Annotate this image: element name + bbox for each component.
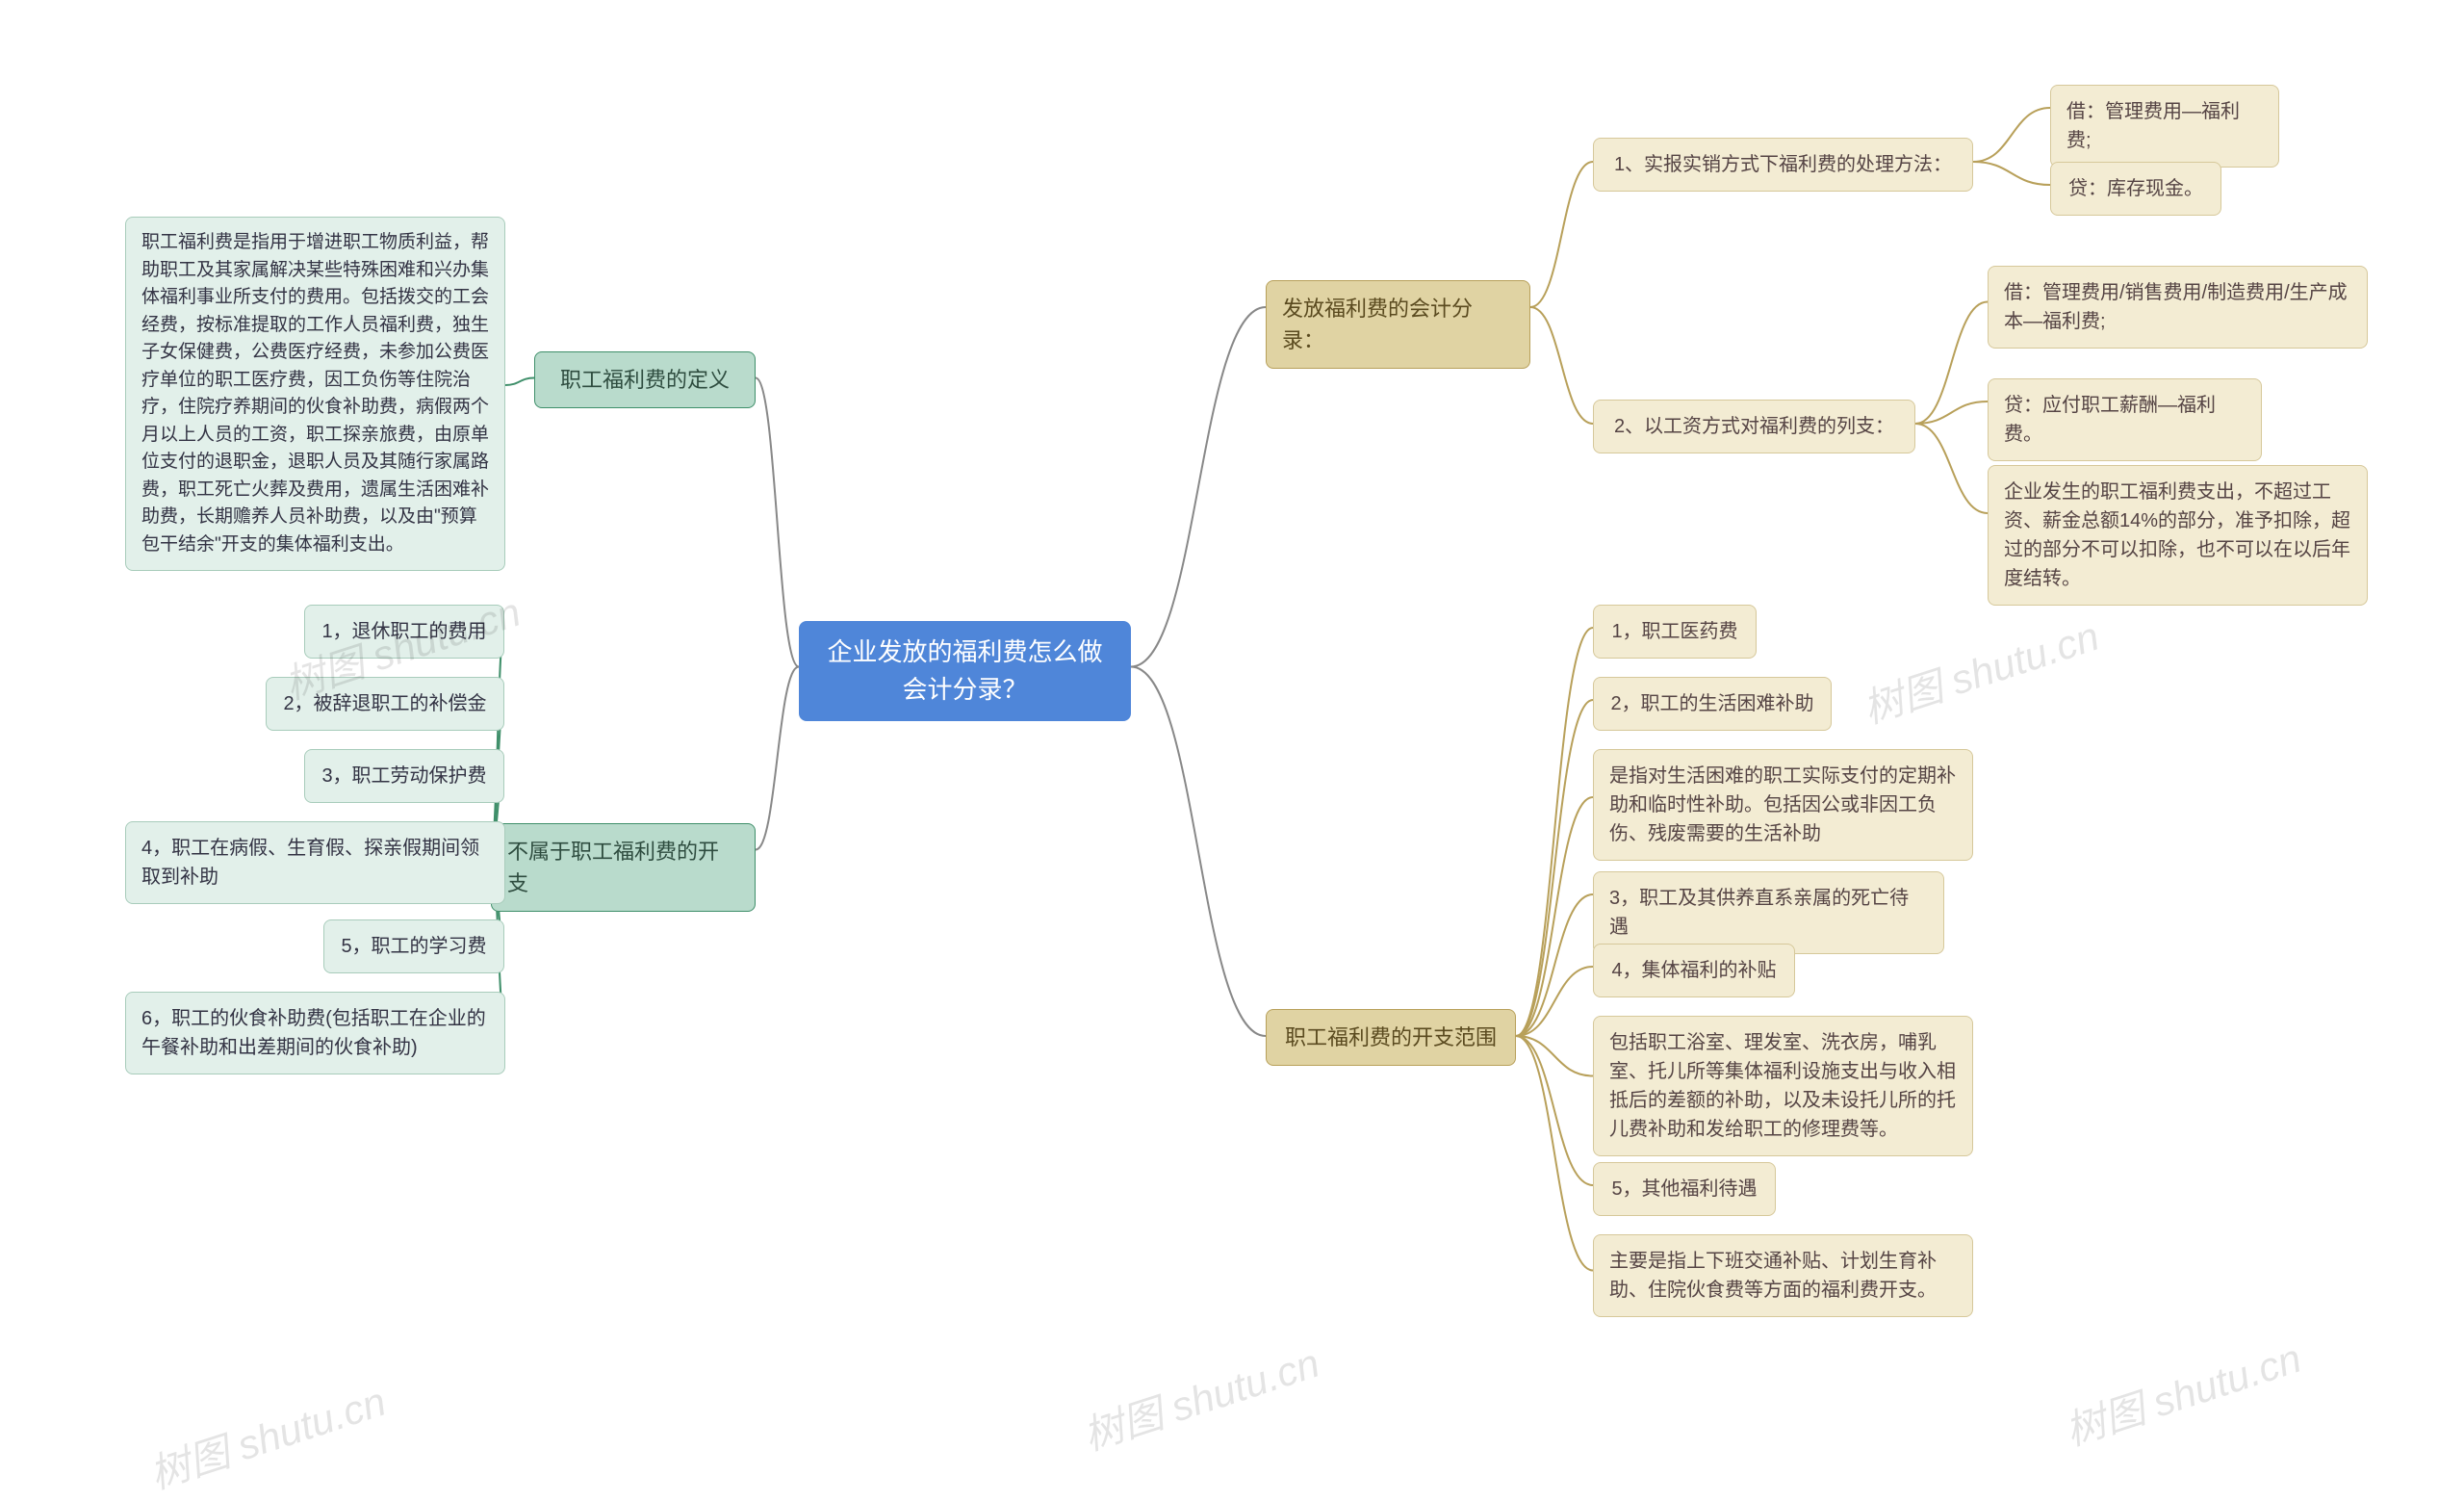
node-b4c4-text: 3，职工及其供养直系亲属的死亡待遇 [1609,884,1928,942]
node-b2: 不属于职工福利费的开支 [491,823,756,912]
node-b3c2c: 企业发生的职工福利费支出，不超过工资、薪金总额14%的部分，准予扣除，超过的部分… [1988,465,2368,606]
watermark-1: 树图 shutu.cn [1075,1331,1326,1462]
node-b4c1: 1，职工医药费 [1593,605,1757,659]
node-b2c4: 4，职工在病假、生育假、探亲假期间领取到补助 [125,821,505,904]
node-b4c3-text: 是指对生活困难的职工实际支付的定期补助和临时性补助。包括因公或非因工负伤、残废需… [1609,762,1957,848]
node-b4c2: 2，职工的生活困难补助 [1593,677,1832,731]
node-b3: 发放福利费的会计分录： [1266,280,1530,369]
node-b1c1-text: 职工福利费是指用于增进职工物质利益，帮助职工及其家属解决某些特殊困难和兴办集体福… [141,229,489,558]
node-root-text: 企业发放的福利费怎么做会计分录？ [815,634,1115,709]
node-b4c5-text: 4，集体福利的补贴 [1611,956,1776,985]
node-b3-text: 发放福利费的会计分录： [1282,293,1514,356]
watermark-2: 树图 shutu.cn [141,1369,393,1501]
node-b3c1: 1、实报实销方式下福利费的处理方法： [1593,138,1973,192]
watermark-4: 树图 shutu.cn [2057,1326,2308,1458]
node-b2c1-text: 1，退休职工的费用 [321,617,486,646]
node-b4c6-text: 包括职工浴室、理发室、洗衣房，哺乳室、托儿所等集体福利设施支出与收入相抵后的差额… [1609,1028,1957,1144]
node-b2c3-text: 3，职工劳动保护费 [321,762,486,790]
node-root: 企业发放的福利费怎么做会计分录？ [799,621,1131,721]
node-b4c5: 4，集体福利的补贴 [1593,944,1795,997]
node-b4c2-text: 2，职工的生活困难补助 [1610,689,1813,718]
node-b2c5-text: 5，职工的学习费 [341,932,486,961]
node-b4c7-text: 5，其他福利待遇 [1611,1175,1757,1203]
watermark-3: 树图 shutu.cn [1855,604,2106,736]
node-b4-text: 职工福利费的开支范围 [1285,1022,1497,1053]
node-b2c4-text: 4，职工在病假、生育假、探亲假期间领取到补助 [141,834,489,892]
node-b2c1: 1，退休职工的费用 [304,605,504,659]
node-b3c2b: 贷：应付职工薪酬—福利费。 [1988,378,2262,461]
node-b3c2: 2、以工资方式对福利费的列支： [1593,400,1915,453]
node-b3c1b: 贷：库存现金。 [2050,162,2221,216]
node-b1: 职工福利费的定义 [534,351,756,408]
node-b3c2-text: 2、以工资方式对福利费的列支： [1614,412,1894,441]
node-b4c6: 包括职工浴室、理发室、洗衣房，哺乳室、托儿所等集体福利设施支出与收入相抵后的差额… [1593,1016,1973,1156]
node-b3c1-text: 1、实报实销方式下福利费的处理方法： [1614,150,1952,179]
node-b3c1a: 借：管理费用—福利费; [2050,85,2279,168]
node-b2c6: 6，职工的伙食补助费(包括职工在企业的午餐补助和出差期间的伙食补助) [125,992,505,1074]
node-b1c1: 职工福利费是指用于增进职工物质利益，帮助职工及其家属解决某些特殊困难和兴办集体福… [125,217,505,571]
node-b4: 职工福利费的开支范围 [1266,1009,1516,1066]
node-b2c3: 3，职工劳动保护费 [304,749,504,803]
node-b4c3: 是指对生活困难的职工实际支付的定期补助和临时性补助。包括因公或非因工负伤、残废需… [1593,749,1973,861]
node-b4c1-text: 1，职工医药费 [1611,617,1737,646]
node-b1-text: 职工福利费的定义 [560,364,730,396]
node-b2c2-text: 2，被辞退职工的补偿金 [283,689,486,718]
node-b3c1b-text: 贷：库存现金。 [2068,174,2203,203]
node-b4c8: 主要是指上下班交通补贴、计划生育补助、住院伙食费等方面的福利费开支。 [1593,1234,1973,1317]
node-b2c5: 5，职工的学习费 [323,919,504,973]
node-b2-text: 不属于职工福利费的开支 [507,836,739,899]
node-b3c1a-text: 借：管理费用—福利费; [2066,97,2263,155]
node-b4c7: 5，其他福利待遇 [1593,1162,1776,1216]
node-b3c2a: 借：管理费用/销售费用/制造费用/生产成本—福利费; [1988,266,2368,349]
node-b4c8-text: 主要是指上下班交通补贴、计划生育补助、住院伙食费等方面的福利费开支。 [1609,1247,1957,1305]
node-b4c4: 3，职工及其供养直系亲属的死亡待遇 [1593,871,1944,954]
node-b2c2: 2，被辞退职工的补偿金 [266,677,504,731]
node-b2c6-text: 6，职工的伙食补助费(包括职工在企业的午餐补助和出差期间的伙食补助) [141,1004,489,1062]
node-b3c2a-text: 借：管理费用/销售费用/制造费用/生产成本—福利费; [2004,278,2351,336]
node-b3c2b-text: 贷：应付职工薪酬—福利费。 [2004,391,2246,449]
node-b3c2c-text: 企业发生的职工福利费支出，不超过工资、薪金总额14%的部分，准予扣除，超过的部分… [2004,478,2351,593]
